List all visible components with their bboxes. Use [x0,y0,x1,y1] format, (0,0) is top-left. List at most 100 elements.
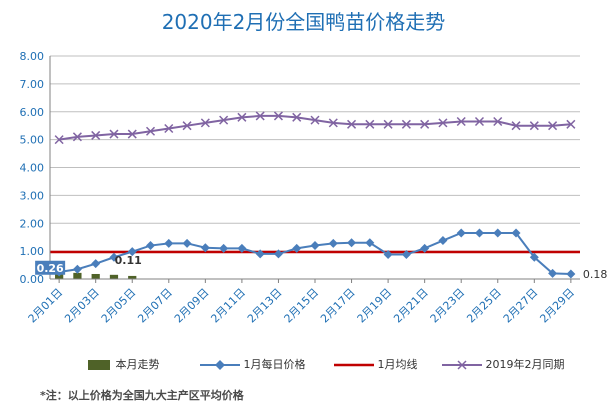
bar-series [55,271,137,279]
point-jan-daily [237,243,247,253]
point-jan-daily [474,228,484,238]
point-jan-daily [219,243,229,253]
data-label-box [35,260,66,275]
marker-x-stroke [493,116,503,127]
marker-x-stroke [474,116,485,127]
point-2019-feb [438,118,448,128]
point-2019-feb [292,112,302,122]
marker-x-stroke [548,121,558,131]
marker-x-stroke [237,112,247,122]
y-tick-label: 0.00 [20,273,45,286]
legend-item-bar: 本月走势 [86,356,160,372]
point-jan-daily [529,252,539,262]
y-tick-label: 5.00 [20,134,45,147]
marker-x-stroke [566,119,576,129]
y-tick-label: 2.00 [20,217,45,230]
marker-x-stroke [91,130,101,140]
bar [128,275,137,279]
point-2019-feb [474,116,485,127]
point-2019-feb [72,132,82,142]
marker-x-stroke [54,135,64,145]
point-jan-daily [383,249,393,259]
legend-swatch-bar [88,360,110,370]
marker-x-stroke [438,118,448,128]
point-jan-daily [566,269,576,279]
point-jan-daily [310,241,320,251]
axes: 8.00 7.00 6.00 5.00 4.00 3.00 2.00 1.00 0.002月01… [20,50,580,326]
point-2019-feb [237,112,247,122]
point-2019-feb [420,119,430,129]
y-tick-label: 1.00 [20,245,45,258]
point-jan-daily [255,249,265,259]
point-jan-daily [146,241,156,251]
point-2019-feb [401,119,411,129]
point-2019-feb [365,119,375,129]
point-2019-feb [219,115,229,125]
marker-x-stroke [347,119,357,129]
marker-x-stroke [401,119,411,129]
marker-x-stroke [365,119,375,129]
x-tick-label: 2月23日 [428,286,468,326]
marker-x-stroke [127,129,137,139]
point-2019-feb [529,121,539,131]
x-tick-label: 2月21日 [391,286,431,326]
x-tick-label: 2月15日 [282,286,322,326]
marker-x-stroke [182,121,192,131]
marker-x-stroke [456,116,466,127]
x-tick-label: 2月09日 [172,286,212,326]
legend-swatch-jan-average [334,363,374,367]
y-tick-label: 7.00 [20,78,45,91]
point-jan-daily [292,243,302,253]
point-jan-daily [127,247,137,257]
point-jan-daily [328,238,338,248]
data-label-first-bar: 0.26 [37,262,64,275]
y-tick-label: 8.00 [20,50,45,63]
legend-item-jan-average: 1月均线 [334,356,418,372]
x-tick-label: 2月13日 [245,286,285,326]
x-tick-label: 2月05日 [99,286,139,326]
marker-x-stroke [145,126,156,136]
point-2019-feb [328,118,338,128]
bar [109,274,119,279]
data-labels: 0.26 0.11 0.18 [35,254,607,281]
x-tick-label: 2月11日 [208,286,248,326]
point-jan-daily [273,249,283,259]
marker-x-stroke [164,123,174,134]
point-jan-daily [109,252,119,262]
bar [91,273,100,279]
marker-x-stroke [200,118,210,128]
point-2019-feb [511,121,521,131]
point-2019-feb [145,126,156,136]
x-tick-label: 2月19日 [355,286,395,326]
x-tick-label: 2月17日 [318,286,358,326]
point-2019-feb [383,119,393,129]
point-2019-feb [255,111,265,121]
point-jan-daily [164,238,174,248]
point-jan-daily [347,238,357,248]
legend-label-jan-daily: 1月每日价格 [243,358,306,371]
point-jan-daily [200,243,210,253]
point-jan-daily [91,259,101,269]
point-jan-daily [182,238,192,248]
point-2019-feb [164,123,174,134]
point-2019-feb [456,116,466,127]
marker-x-stroke [529,121,539,131]
point-jan-daily [401,249,411,259]
footnote: *注：以上价格为全国九大主产区平均价格 [40,389,244,402]
x-tick-label: 2月07日 [135,286,175,326]
data-label-last-bar: 0.11 [115,254,142,267]
point-2019-feb [347,119,357,129]
point-2019-feb [182,121,192,131]
chart-title: 2020年2月份全国鸭苗价格走势 [161,10,446,34]
x-tick-label: 2月27日 [501,286,541,326]
point-jan-daily [365,238,375,248]
point-jan-daily [72,264,82,274]
point-jan-daily [511,228,521,238]
marker-x-stroke [292,112,302,122]
y-tick-label: 6.00 [20,106,45,119]
marker-x-stroke [72,132,82,142]
legend-swatch-2019-feb [442,360,482,370]
point-2019-feb [91,130,101,140]
point-2019-feb [548,121,558,131]
